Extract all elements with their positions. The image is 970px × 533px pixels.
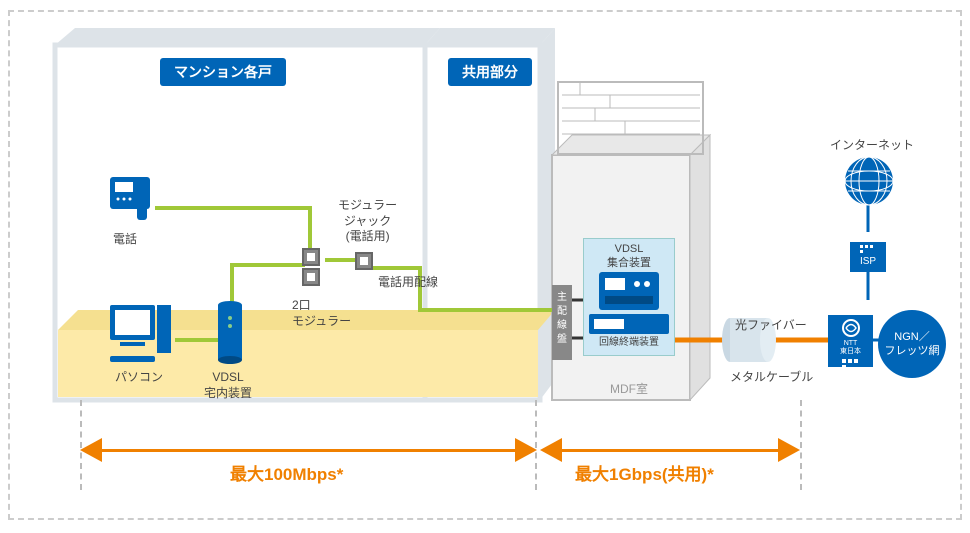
pc-icon — [105, 300, 175, 375]
speed-2: 最大1Gbps(共用)* — [575, 460, 714, 485]
ntt-box: NTT 東日本 — [828, 315, 873, 367]
dual-mod-label: 2口 モジュラー — [292, 298, 351, 329]
arrow-r1 — [515, 438, 537, 462]
mdf-label: MDF室 — [610, 382, 648, 398]
phone-icon — [105, 175, 155, 235]
inet-label: インターネット — [830, 138, 914, 154]
arrow-r2 — [778, 438, 800, 462]
zone-common: 共用部分 — [448, 58, 532, 86]
vdsl-home-icon — [215, 300, 245, 370]
jack-2 — [302, 268, 320, 286]
ngn-circle: NGN／ フレッツ網 — [878, 310, 946, 378]
metal-label: メタルケーブル — [730, 370, 813, 386]
vdsl-agg-box: VDSL 集合装置 回線終端装置 — [583, 238, 675, 356]
arrow-l1 — [80, 438, 102, 462]
zone-home: マンション各戸 — [160, 58, 286, 86]
fiber-label: 光ファイバー — [735, 318, 807, 334]
globe-icon — [843, 155, 895, 212]
jack-1 — [302, 248, 320, 266]
isp-box: ISP — [850, 242, 886, 272]
mod-jack-label: モジュラー ジャック (電話用) — [338, 198, 397, 245]
jack-phone — [355, 252, 373, 270]
pc-label: パソコン — [115, 370, 163, 386]
tel-wire-label: 電話用配線 — [378, 275, 438, 291]
mdb-box: 主 配 線 盤 — [552, 285, 572, 360]
arrow-l2 — [540, 438, 562, 462]
speed-1: 最大100Mbps* — [230, 460, 343, 485]
vdsl-home-label: VDSL 宅内装置 — [204, 370, 252, 401]
phone-label: 電話 — [113, 232, 137, 248]
